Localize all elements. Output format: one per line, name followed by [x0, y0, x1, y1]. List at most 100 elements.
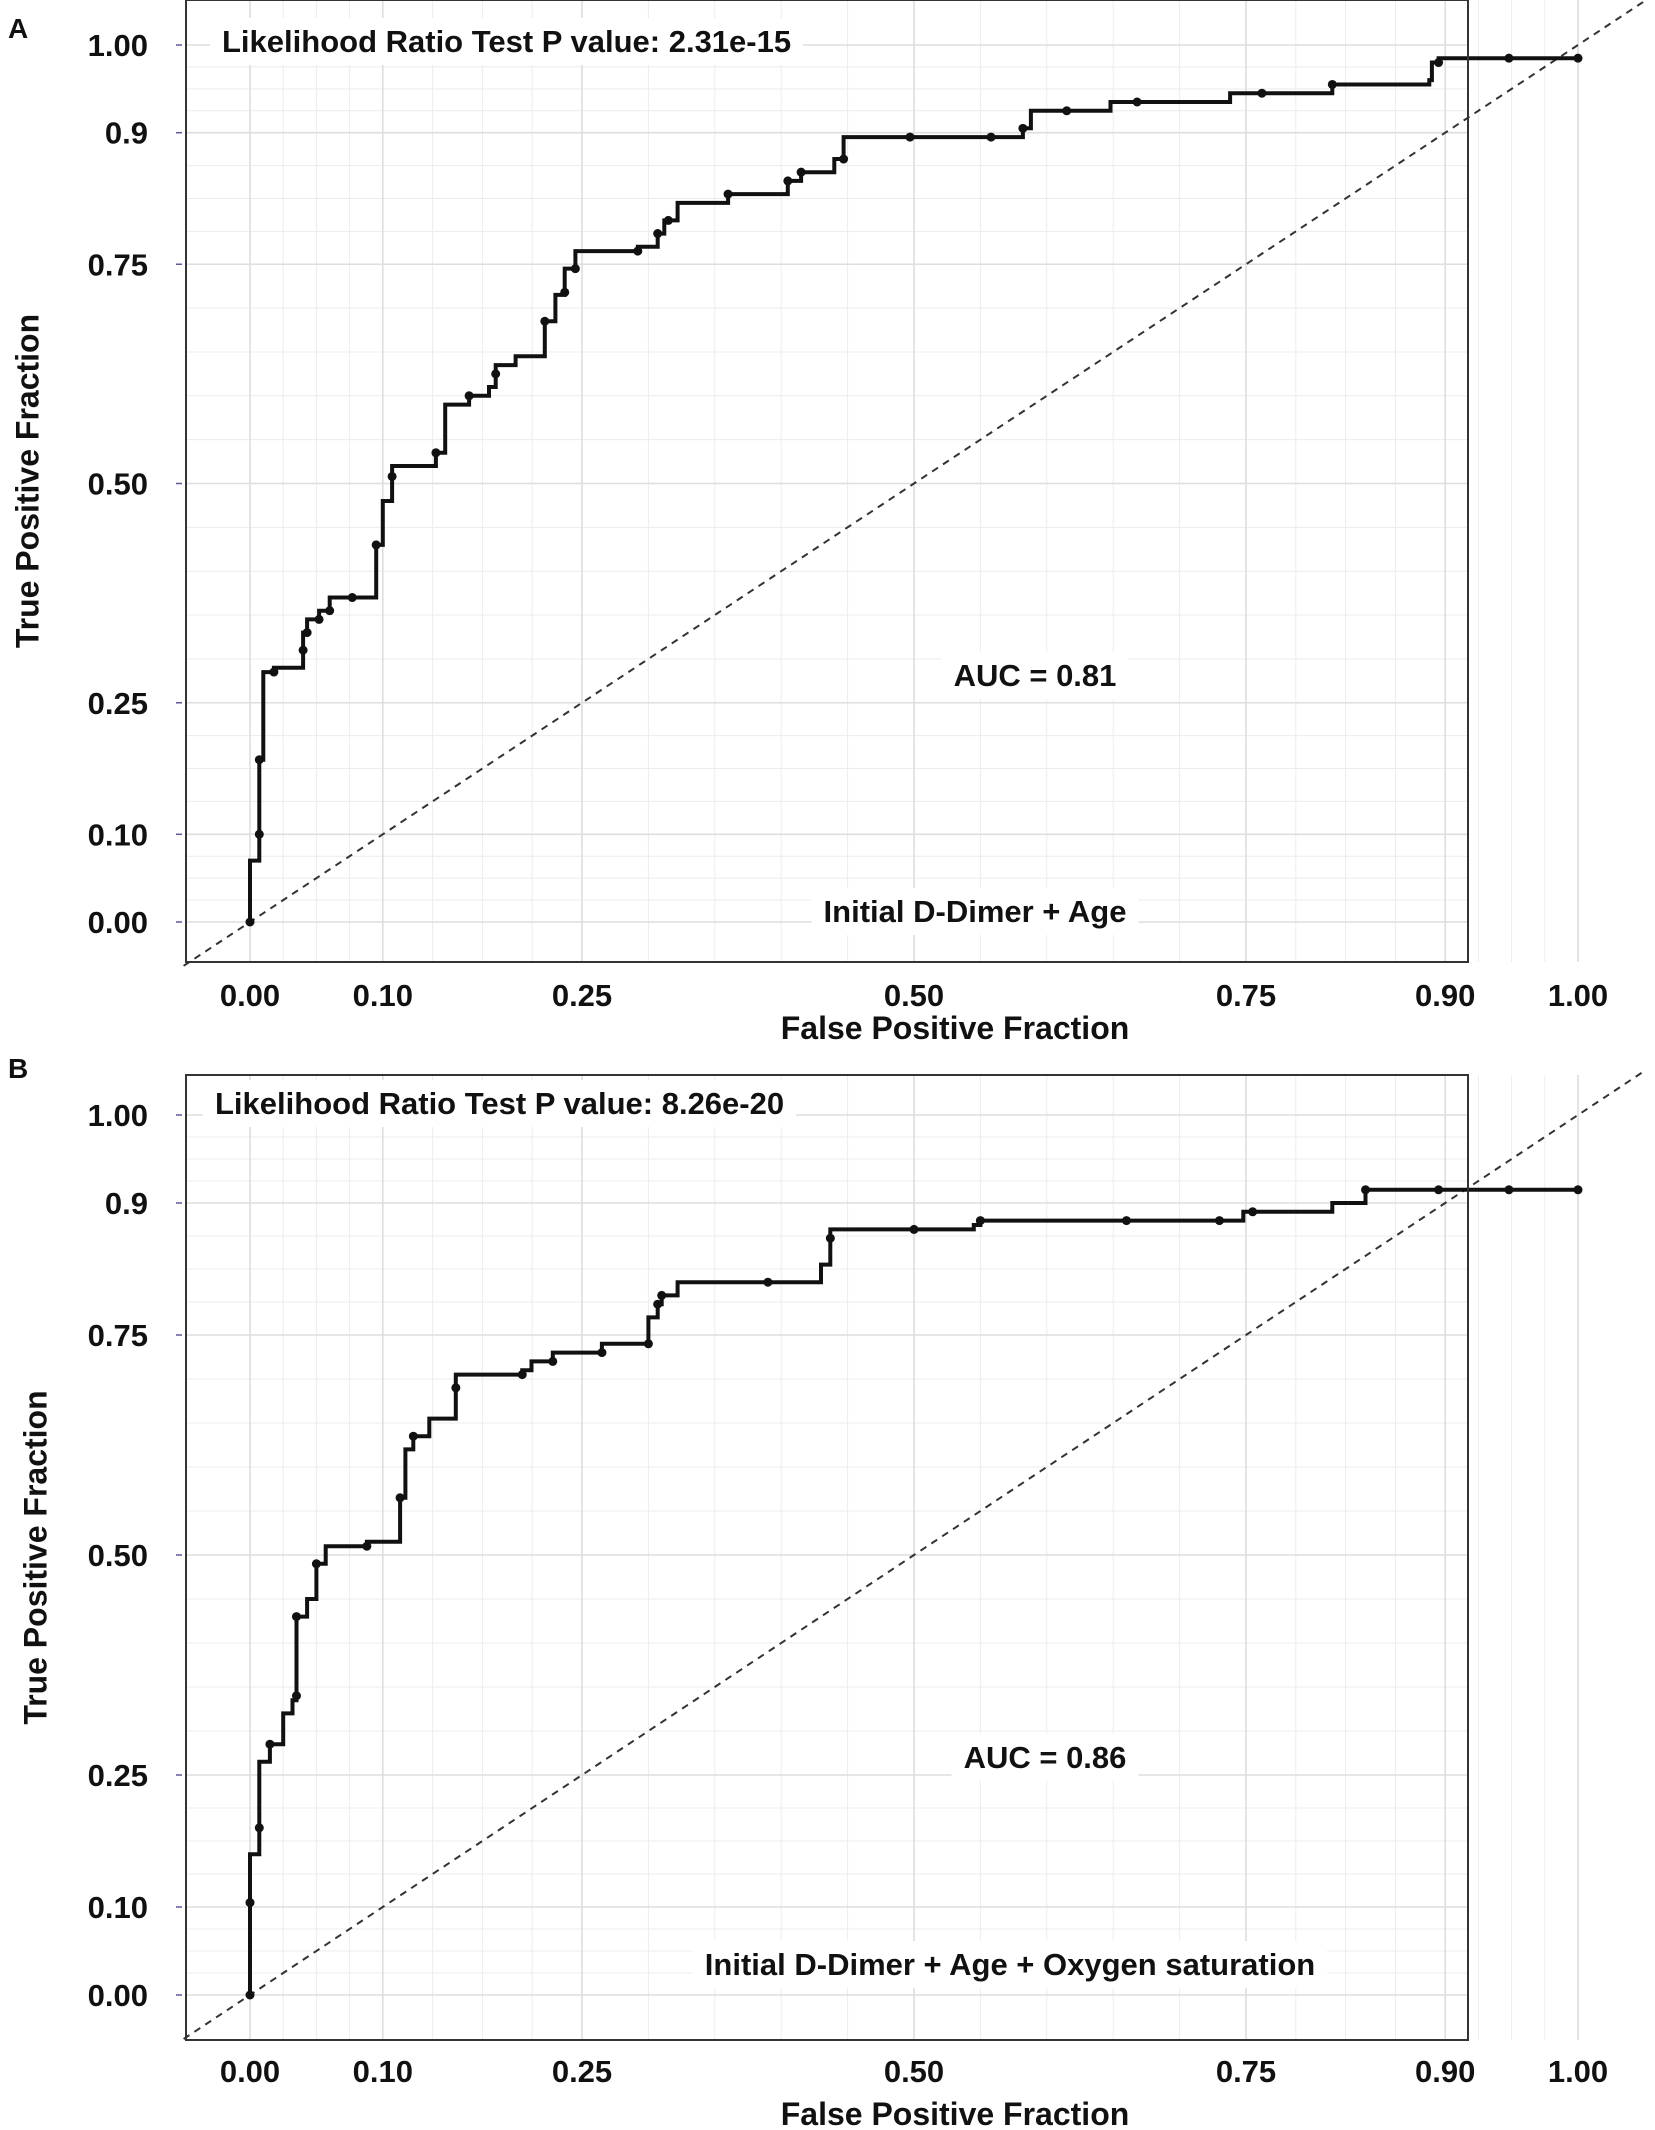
roc-point	[975, 1216, 985, 1226]
roc-point	[1018, 123, 1028, 133]
x-tick-label: 0.75	[1216, 978, 1276, 1013]
x-tick-label: 0.10	[353, 2054, 413, 2089]
y-tick-label: 0.10	[88, 1890, 148, 1925]
panel-b-x-axis-title: False Positive Fraction	[781, 2096, 1130, 2130]
x-tick-label: 1.00	[1548, 2054, 1608, 2089]
roc-point	[1062, 106, 1072, 116]
roc-point	[302, 628, 312, 638]
roc-point	[395, 1493, 405, 1503]
panel-b-chance-diagonal	[183, 1070, 1645, 2040]
panel-b-p-value: Likelihood Ratio Test P value: 8.26e-20	[215, 1086, 784, 1121]
roc-point	[783, 176, 793, 186]
x-tick-label: 0.50	[884, 978, 944, 1013]
roc-point	[839, 154, 849, 164]
roc-point	[653, 229, 663, 239]
y-tick-label: 0.9	[105, 116, 148, 151]
roc-point	[723, 189, 733, 199]
roc-point	[825, 1233, 835, 1243]
roc-point	[254, 829, 264, 839]
roc-point	[269, 667, 279, 677]
panel-a-auc: AUC = 0.81	[954, 658, 1117, 693]
roc-point	[491, 369, 501, 379]
roc-point	[1257, 88, 1267, 98]
roc-point	[245, 917, 255, 927]
roc-point	[909, 1224, 919, 1234]
x-tick-label: 0.50	[884, 2054, 944, 2089]
roc-point	[1327, 79, 1337, 89]
roc-point	[298, 645, 308, 655]
roc-point	[763, 1277, 773, 1287]
panel-a-grid	[186, 0, 1579, 962]
panel-b: B 0.000.100.250.500.750.91.00 0.00 0.10 0.…	[8, 1053, 1645, 2130]
y-tick-label: 0.00	[88, 905, 148, 940]
roc-point	[517, 1370, 527, 1380]
panel-b-plot-frame	[185, 1074, 1469, 2041]
roc-point	[570, 264, 580, 274]
panel-b-grid	[186, 1075, 1579, 2040]
roc-point	[548, 1356, 558, 1366]
y-tick-label: 0.50	[88, 467, 148, 502]
roc-point	[265, 1739, 275, 1749]
x-tick-label: 0.25	[552, 2054, 612, 2089]
panel-b-roc-points	[245, 1185, 1583, 2000]
roc-point	[362, 1541, 372, 1551]
roc-point	[1434, 1185, 1444, 1195]
x-tick-label: 0.00	[220, 2054, 280, 2089]
roc-point	[245, 1990, 255, 2000]
panel-a-p-value: Likelihood Ratio Test P value: 2.31e-15	[222, 24, 791, 59]
roc-point	[387, 471, 397, 481]
roc-point	[1132, 97, 1142, 107]
panel-a-y-tick-labels: 0.00 0.10 0.25 0.50 0.75 0.9 1.00	[88, 28, 182, 940]
roc-point	[1504, 53, 1514, 63]
roc-point	[540, 316, 550, 326]
y-tick-label: 0.75	[88, 247, 148, 282]
roc-point	[986, 132, 996, 142]
roc-point	[657, 1290, 667, 1300]
y-tick-label: 1.00	[88, 28, 148, 63]
panel-a-letter: A	[8, 13, 28, 44]
panel-b-y-axis-title: True Positive Fraction	[17, 1390, 53, 1724]
panel-a-model-label: Initial D-Dimer + Age	[824, 894, 1127, 929]
panel-a-roc-points	[245, 53, 1583, 927]
panel-b-y-tick-labels: 0.00 0.10 0.25 0.50 0.75 0.9 1.00	[88, 1098, 182, 2013]
y-tick-label: 0.75	[88, 1318, 148, 1353]
roc-point	[254, 755, 264, 765]
panel-b-auc: AUC = 0.86	[964, 1740, 1127, 1775]
x-tick-label: 1.00	[1548, 978, 1608, 1013]
panel-a-x-axis-title: False Positive Fraction	[781, 1010, 1130, 1046]
roc-point	[431, 448, 441, 458]
roc-point	[1573, 53, 1583, 63]
roc-point	[245, 1898, 255, 1908]
roc-point	[291, 1691, 301, 1701]
roc-point	[643, 1339, 653, 1349]
panel-b-x-tick-labels: 0.00 0.10 0.25 0.50 0.75 0.90 1.00	[220, 2054, 1608, 2089]
roc-point	[653, 1299, 663, 1309]
y-tick-label: 0.50	[88, 1538, 148, 1573]
roc-point	[796, 167, 806, 177]
y-tick-label: 0.25	[88, 686, 148, 721]
roc-point	[451, 1383, 461, 1393]
roc-point	[1504, 1185, 1514, 1195]
y-tick-label: 0.25	[88, 1758, 148, 1793]
roc-point	[905, 132, 915, 142]
panel-a-x-tick-labels: 0.00 0.10 0.25 0.50 0.75 0.90 1.00	[220, 978, 1608, 1013]
x-tick-label: 0.90	[1415, 2054, 1475, 2089]
roc-point	[408, 1431, 418, 1441]
x-tick-label: 0.10	[353, 978, 413, 1013]
panel-b-model-label: Initial D-Dimer + Age + Oxygen saturatio…	[705, 1947, 1315, 1982]
roc-point	[325, 606, 335, 616]
roc-point	[663, 215, 673, 225]
roc-point	[1248, 1207, 1258, 1217]
roc-point	[1121, 1216, 1131, 1226]
roc-point	[464, 391, 474, 401]
roc-point	[1214, 1216, 1224, 1226]
panel-a-chance-diagonal	[183, 0, 1645, 967]
roc-point	[1361, 1185, 1371, 1195]
panel-a-plot-frame	[185, 0, 1469, 963]
roc-point	[560, 287, 570, 297]
panel-a-y-axis-title: True Positive Fraction	[9, 314, 45, 648]
roc-point	[314, 614, 324, 624]
roc-point	[311, 1559, 321, 1569]
x-tick-label: 0.75	[1216, 2054, 1276, 2089]
